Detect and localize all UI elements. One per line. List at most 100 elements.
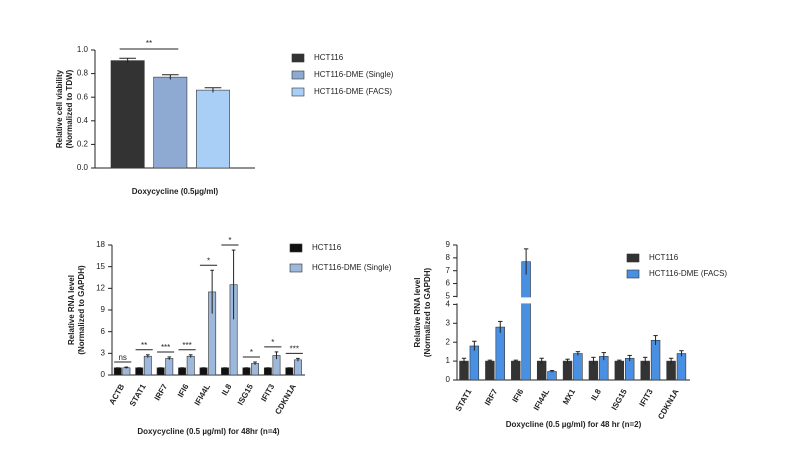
bar [153, 76, 188, 169]
legend-swatch [291, 70, 305, 80]
error-bar [124, 366, 129, 369]
bar [624, 357, 635, 381]
error-bar [601, 352, 606, 361]
bar [573, 353, 583, 381]
x-axis-label: Doxycline (0.5 µg/ml) for 48 hr (n=2) [506, 420, 642, 429]
x-axis-label: Doxycycline (0.5 µg/ml) for 48hr (n=4) [137, 427, 280, 436]
legend-label: HCT116 [314, 53, 344, 62]
legend-swatch [291, 87, 305, 97]
bar [178, 367, 187, 376]
error-bar [565, 358, 570, 363]
error-bar [231, 249, 236, 320]
x-tick-label: IL8 [220, 382, 234, 397]
x-tick-label: IFIT3 [259, 382, 276, 403]
bar [293, 359, 302, 376]
y-tick-label: 0.4 [77, 116, 89, 125]
y-axis-label: (Normalized to GAPDH) [77, 265, 86, 355]
y-axis-label: (Normalized to TDW) [65, 69, 74, 148]
error-bar [679, 350, 684, 357]
x-tick-label: CDKN1A [656, 387, 681, 421]
legend-swatch [626, 253, 640, 263]
axis-break [451, 297, 692, 304]
y-tick-label: 0 [101, 370, 106, 379]
y-tick-label: 15 [96, 262, 105, 271]
bar [221, 367, 229, 376]
y-axis-label: Relative RNA level [413, 278, 422, 348]
bar [547, 371, 557, 381]
significance-label: ** [141, 341, 147, 350]
y-tick-label: 8 [446, 253, 451, 262]
x-tick-label: IFI44L [532, 387, 551, 412]
error-bar [643, 356, 648, 365]
bar [521, 261, 531, 381]
significance-label: ns [118, 353, 126, 362]
error-bar [627, 354, 632, 362]
legend-swatch [289, 263, 303, 273]
error-bar [591, 356, 596, 365]
legend-label: HCT116 [312, 243, 342, 252]
error-bar [461, 357, 467, 364]
x-tick-label: ACTB [107, 382, 126, 406]
x-tick-label: IRF7 [483, 387, 500, 407]
x-tick-label: MX1 [561, 387, 577, 406]
error-bar [549, 370, 555, 373]
error-bar [119, 57, 136, 63]
error-bar [274, 351, 279, 360]
y-tick-label: 9 [446, 240, 451, 249]
y-tick-label: 2 [446, 337, 451, 346]
legend-swatch [626, 269, 640, 279]
legend-label: HCT116-DME (Single) [312, 263, 392, 272]
y-tick-label: 6 [446, 279, 451, 288]
significance-label: *** [182, 341, 191, 350]
y-tick-label: 12 [96, 283, 105, 292]
error-bar [575, 351, 581, 356]
bar [650, 340, 661, 381]
y-axis-label: (Normalized to GAPDH) [423, 268, 432, 358]
legend-label: HCT116-DME (Single) [314, 70, 394, 79]
bar [285, 367, 294, 376]
y-tick-label: 6 [101, 327, 106, 336]
bar [156, 367, 165, 376]
error-bar [523, 248, 529, 275]
y-tick-label: 3 [446, 318, 451, 327]
x-tick-label: ISG15 [610, 387, 629, 412]
error-bar [668, 357, 674, 364]
significance-label: *** [290, 344, 299, 353]
significance-label: * [271, 338, 274, 347]
significance-label: ** [146, 39, 152, 48]
x-tick-label: STAT1 [128, 382, 148, 408]
legend-label: HCT116-DME (FACS) [649, 269, 727, 278]
x-tick-label: ISG15 [236, 382, 255, 407]
y-tick-label: 1 [446, 356, 451, 365]
bar [676, 353, 687, 381]
bar [199, 367, 208, 376]
x-axis-label: Doxycycline (0.5µg/ml) [132, 187, 219, 196]
error-bar [513, 359, 518, 363]
error-bar [539, 357, 544, 364]
x-tick-label: IFI6 [176, 382, 191, 399]
x-tick-label: STAT1 [454, 387, 474, 413]
error-bar [253, 361, 257, 365]
bar [562, 360, 573, 381]
bar [242, 367, 251, 376]
significance-label: * [207, 256, 210, 265]
legend-swatch [289, 243, 303, 253]
x-tick-label: IFI44L [193, 382, 212, 407]
bar [469, 345, 480, 381]
bar [135, 367, 144, 376]
bar [143, 355, 152, 376]
error-bar [487, 359, 493, 363]
error-bar [296, 357, 300, 362]
x-tick-label: IL8 [589, 387, 603, 402]
y-tick-label: 0.8 [77, 69, 89, 78]
error-bar [161, 74, 179, 80]
x-tick-label: IFI6 [511, 387, 526, 404]
y-tick-label: 7 [446, 266, 451, 275]
error-bar [472, 340, 477, 351]
significance-label: * [228, 236, 231, 245]
error-bar [617, 359, 622, 363]
bar [186, 355, 195, 376]
significance-label: * [250, 348, 253, 357]
legend-label: HCT116-DME (FACS) [314, 87, 392, 96]
